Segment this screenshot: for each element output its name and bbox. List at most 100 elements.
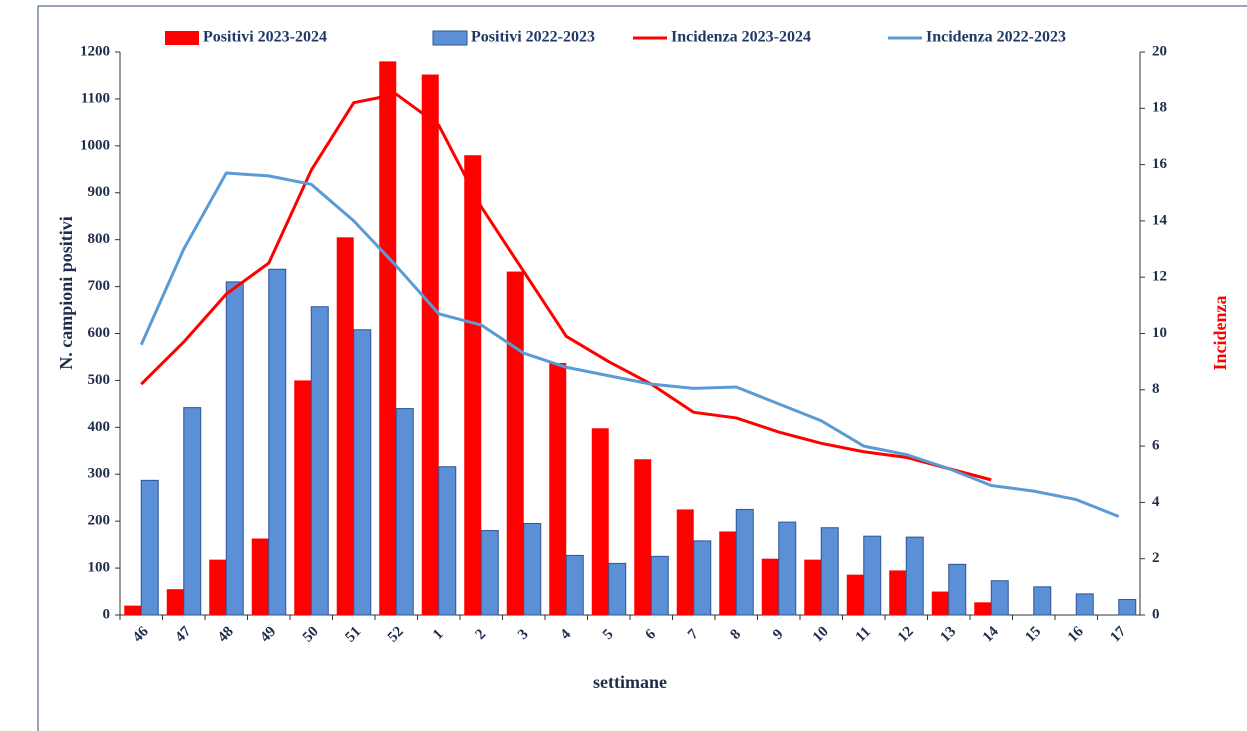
x-tick-label: 10 (810, 624, 832, 646)
bar (549, 363, 567, 615)
legend-swatch (165, 31, 199, 45)
bar (268, 268, 287, 616)
bar (948, 563, 967, 616)
legend-label: Incidenza 2023-2024 (671, 29, 811, 46)
bar (735, 508, 754, 616)
x-tick-label: 4 (558, 626, 575, 643)
bar (591, 428, 609, 615)
x-tick-label: 17 (1107, 623, 1129, 645)
bar (905, 536, 924, 616)
bar (650, 555, 669, 616)
bar (124, 605, 142, 615)
x-tick-label: 1 (430, 626, 447, 643)
y-tick-label: 100 (88, 560, 111, 576)
x-axis-title: settimane (593, 672, 667, 692)
y2-tick-label: 14 (1152, 212, 1168, 228)
bar (294, 380, 312, 615)
x-tick-label: 9 (770, 626, 787, 643)
y2-tick-label: 12 (1152, 269, 1167, 285)
bar (565, 554, 584, 616)
x-tick-label: 13 (937, 624, 959, 646)
y-tick-label: 300 (88, 466, 111, 482)
x-tick-label: 5 (600, 626, 617, 643)
bar (336, 237, 354, 615)
y2-tick-label: 0 (1152, 606, 1160, 622)
bar (931, 591, 949, 615)
line (139, 171, 1120, 518)
bar (608, 562, 627, 616)
bar (1118, 599, 1137, 616)
bar (634, 459, 652, 615)
y2-tick-label: 6 (1152, 438, 1160, 454)
bar (863, 535, 882, 616)
bar (719, 531, 737, 615)
x-tick-label: 50 (300, 624, 322, 646)
x-tick-label: 14 (980, 623, 1002, 645)
bar (183, 407, 202, 616)
x-tick-label: 15 (1022, 624, 1044, 646)
y2-tick-label: 20 (1152, 43, 1167, 59)
y-tick-label: 1000 (80, 137, 110, 153)
x-tick-label: 46 (130, 623, 152, 645)
x-tick-label: 11 (853, 624, 874, 645)
x-tick-label: 51 (342, 624, 364, 646)
bar (846, 574, 864, 615)
bar (209, 559, 227, 615)
y2-tick-label: 2 (1152, 550, 1160, 566)
bar (974, 602, 992, 615)
bar (310, 306, 329, 616)
bar (693, 540, 712, 616)
x-tick-label: 2 (473, 626, 490, 643)
x-tick-label: 8 (728, 626, 745, 643)
bar (761, 558, 779, 615)
y2-tick-label: 10 (1152, 325, 1167, 341)
bar (1033, 586, 1052, 616)
y-axis-title: N. campioni positivi (56, 216, 76, 370)
bar (889, 570, 907, 615)
y2-tick-label: 16 (1152, 156, 1168, 172)
x-tick-label: 12 (895, 624, 917, 646)
y-tick-label: 1200 (80, 43, 110, 59)
bar (804, 559, 822, 615)
bar (353, 329, 372, 616)
y2-tick-label: 8 (1152, 381, 1160, 397)
x-tick-label: 49 (257, 624, 279, 646)
bar (778, 521, 797, 616)
legend-label: Positivi 2022-2023 (471, 29, 595, 46)
y-tick-label: 800 (88, 231, 111, 247)
legend: Positivi 2023-2024 Positivi 2022-2023 Inci… (165, 29, 1066, 46)
x-tick-label: 6 (643, 626, 660, 643)
bar (676, 509, 694, 615)
bar (990, 580, 1009, 616)
legend-label: Incidenza 2022-2023 (926, 29, 1066, 46)
bar (421, 74, 439, 615)
y2-tick-label: 18 (1152, 100, 1167, 116)
bar (464, 155, 482, 615)
y2-tick-label: 4 (1152, 494, 1160, 510)
bar (506, 271, 524, 615)
y2-axis-title: Incidenza (1210, 295, 1230, 370)
y-tick-label: 600 (88, 325, 111, 341)
y-tick-label: 700 (88, 278, 111, 294)
x-tick-label: 47 (172, 623, 194, 645)
bar (140, 479, 159, 616)
x-tick-label: 52 (385, 624, 407, 646)
y-tick-label: 900 (88, 184, 111, 200)
x-tick-label: 7 (685, 626, 702, 643)
x-tick-label: 48 (215, 624, 237, 646)
bar (379, 61, 397, 615)
bar (820, 527, 839, 616)
bar (523, 523, 542, 616)
bar (395, 408, 414, 616)
line (140, 92, 992, 482)
y-tick-label: 200 (88, 513, 111, 529)
bar (166, 589, 184, 615)
bar (251, 538, 269, 615)
x-tick-label: 16 (1065, 623, 1087, 645)
bar (438, 466, 457, 616)
bar (225, 281, 244, 616)
y-tick-label: 500 (88, 372, 111, 388)
bar (480, 530, 499, 616)
y-tick-label: 1100 (81, 90, 110, 106)
